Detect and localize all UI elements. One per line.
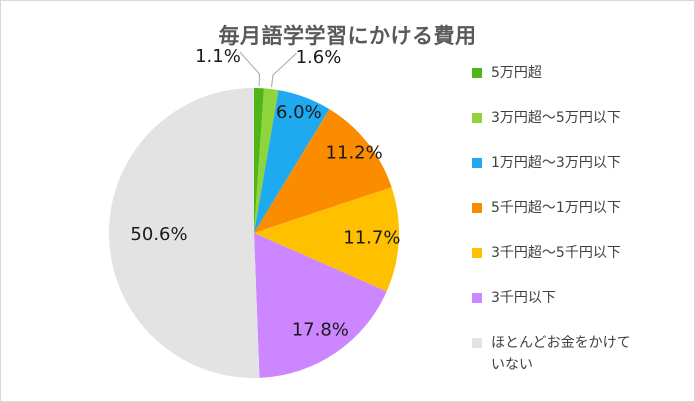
leader-line	[271, 52, 297, 88]
legend-swatch	[472, 158, 482, 168]
data-label: 1.6%	[296, 47, 342, 68]
data-label: 11.2%	[326, 142, 383, 163]
pie-slice	[254, 109, 392, 233]
legend-item: 3千円超～5千円以下	[472, 242, 672, 287]
pie-slice	[254, 90, 330, 233]
legend-item: 1万円超～3万円以下	[472, 152, 672, 197]
pie-slice	[254, 88, 265, 233]
legend-swatch	[472, 113, 482, 123]
legend-label: 3千円超～5千円以下	[491, 245, 621, 261]
legend-label: 5万円超	[491, 65, 542, 81]
legend-item: ほとんどお金をかけていない	[472, 332, 672, 377]
legend-swatch	[472, 248, 482, 258]
legend-swatch	[472, 203, 482, 213]
legend-label: 1万円超～3万円以下	[491, 155, 621, 171]
pie-slice	[108, 87, 260, 379]
legend-label: 5千円超～1万円以下	[491, 200, 621, 216]
chart-title: 毎月語学学習にかける費用	[218, 24, 477, 48]
pie-slice	[254, 88, 279, 233]
legend-swatch	[472, 293, 482, 303]
legend-item: 5万円超	[472, 62, 672, 107]
legend-label: 3万円超～5万円以下	[491, 110, 621, 126]
legend: 5万円超 3万円超～5万円以下 1万円超～3万円以下 5千円超～1万円以下 3千…	[472, 62, 672, 377]
legend-swatch	[472, 68, 482, 78]
legend-item: 3万円超～5万円以下	[472, 107, 672, 152]
legend-item: 3千円以下	[472, 287, 672, 332]
data-label: 6.0%	[276, 102, 322, 123]
pie-slice	[254, 233, 387, 378]
pie-slice	[254, 187, 399, 292]
data-label: 11.7%	[343, 228, 400, 249]
leader-line	[239, 51, 261, 87]
legend-item: 5千円超～1万円以下	[472, 197, 672, 242]
legend-label: ほとんどお金をかけていない	[491, 335, 631, 373]
legend-swatch	[472, 338, 482, 348]
data-label: 17.8%	[292, 320, 349, 341]
data-label: 1.1%	[195, 46, 241, 67]
data-label: 50.6%	[130, 224, 187, 245]
legend-label: 3千円以下	[491, 290, 556, 306]
